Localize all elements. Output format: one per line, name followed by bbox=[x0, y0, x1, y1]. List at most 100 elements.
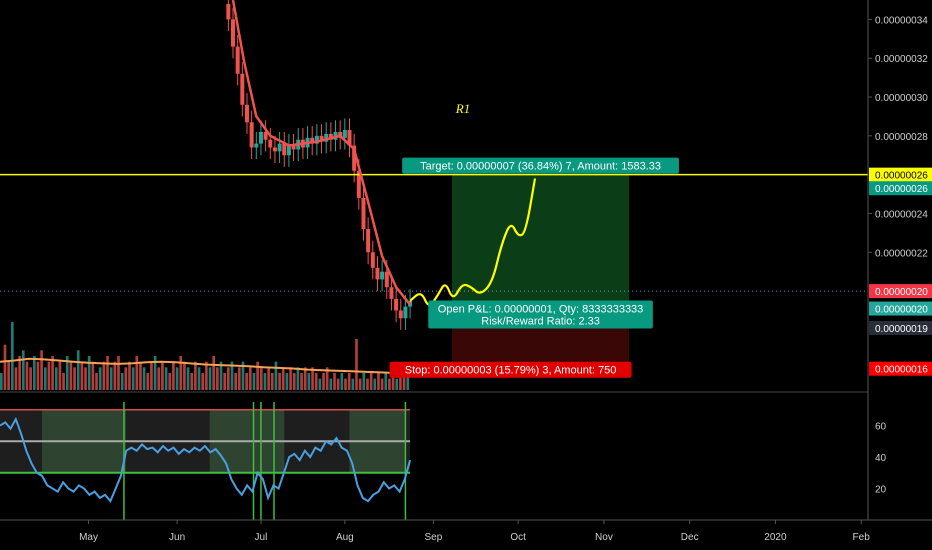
target-label-bg bbox=[402, 157, 679, 174]
volume-panel bbox=[0, 322, 411, 390]
volume-bar bbox=[388, 378, 391, 390]
volume-bar bbox=[333, 373, 336, 390]
candle-body bbox=[347, 130, 352, 146]
volume-bar bbox=[278, 373, 281, 390]
volume-bar bbox=[124, 367, 128, 390]
volume-bar bbox=[358, 378, 362, 390]
volume-bar bbox=[267, 367, 270, 390]
volume-bar bbox=[234, 373, 237, 390]
candle-body bbox=[314, 135, 319, 144]
candle-body bbox=[356, 170, 361, 198]
volume-bar bbox=[179, 356, 183, 390]
chart-lines bbox=[0, 0, 868, 306]
volume-bar bbox=[128, 361, 131, 390]
volume-bar bbox=[274, 361, 278, 390]
candle-body bbox=[342, 130, 347, 138]
candle-body bbox=[394, 298, 399, 311]
candle-body bbox=[254, 143, 259, 148]
volume-bar bbox=[120, 373, 124, 390]
volume-bar bbox=[406, 373, 410, 390]
volume-bar bbox=[186, 367, 190, 390]
volume-bar bbox=[157, 367, 161, 390]
volume-bar bbox=[14, 367, 18, 390]
volume-bar bbox=[40, 350, 43, 390]
volume-bar bbox=[76, 350, 80, 390]
volume-bar bbox=[18, 356, 21, 390]
volume-bar bbox=[142, 367, 146, 390]
price-tag-label: 0.00000026 bbox=[875, 171, 928, 182]
volume-bar bbox=[201, 373, 205, 390]
volume-bar bbox=[318, 378, 322, 390]
profit-zone bbox=[452, 174, 630, 311]
time-tick-label: Sep bbox=[424, 532, 442, 543]
volume-bar bbox=[54, 367, 58, 390]
candle-body bbox=[263, 131, 268, 140]
volume-bar bbox=[172, 361, 175, 390]
price-tag-label: 0.00000026 bbox=[875, 184, 928, 195]
volume-bar bbox=[102, 361, 106, 390]
volume-bar bbox=[300, 373, 303, 390]
volume-bar bbox=[175, 367, 179, 390]
candle-body bbox=[268, 139, 273, 148]
volume-bar bbox=[139, 361, 142, 390]
volume-bar bbox=[168, 373, 172, 390]
volume-bar bbox=[32, 356, 36, 390]
volume-bar bbox=[303, 367, 307, 390]
volume-bar bbox=[3, 344, 7, 390]
volume-bar bbox=[150, 361, 153, 390]
volume-bar bbox=[205, 361, 208, 390]
candle-body bbox=[361, 197, 366, 229]
price-tick-label: 0.00000030 bbox=[875, 93, 928, 104]
volume-bar bbox=[197, 367, 201, 390]
volume-bar bbox=[212, 356, 216, 390]
volume-bar bbox=[292, 373, 296, 390]
position-labels: Target: 0.00000007 (36.84%) 7, Amount: 1… bbox=[389, 157, 679, 378]
volume-bar bbox=[296, 367, 300, 390]
open-pl-label-text: Risk/Reward Ratio: 2.33 bbox=[481, 315, 600, 327]
volume-bar bbox=[402, 367, 406, 390]
price-tag bbox=[869, 181, 932, 196]
volume-bar bbox=[344, 378, 347, 390]
volume-bar bbox=[153, 356, 157, 390]
volume-bar bbox=[95, 373, 98, 390]
volume-bar bbox=[194, 361, 197, 390]
candle-body bbox=[226, 3, 231, 20]
volume-bar bbox=[190, 373, 194, 390]
time-tick-label: 2020 bbox=[764, 532, 787, 543]
volume-bar bbox=[384, 373, 388, 390]
candle-body bbox=[389, 287, 394, 299]
volume-bar bbox=[36, 361, 40, 390]
candle-body bbox=[249, 122, 254, 148]
oscillator-line bbox=[0, 416, 412, 503]
volume-bar bbox=[113, 361, 117, 390]
volume-bar bbox=[58, 361, 62, 390]
candle-body bbox=[240, 73, 245, 105]
candle-body bbox=[235, 46, 240, 74]
volume-bar bbox=[91, 361, 95, 390]
volume-bar bbox=[256, 361, 259, 390]
candle-body bbox=[384, 271, 389, 288]
price-tag bbox=[869, 301, 932, 316]
candle-body bbox=[319, 135, 324, 142]
volume-bar bbox=[329, 378, 333, 390]
candle-body bbox=[370, 252, 375, 268]
volume-bar bbox=[7, 361, 10, 390]
price-tick-label: 0.00000028 bbox=[875, 132, 928, 143]
volume-bar bbox=[230, 361, 234, 390]
volume-bar bbox=[391, 373, 395, 390]
volume-bar bbox=[248, 367, 252, 390]
open-pl-label-bg bbox=[428, 300, 653, 329]
volume-bar bbox=[340, 373, 344, 390]
candle-body bbox=[272, 147, 277, 152]
volume-bar bbox=[69, 361, 73, 390]
volume-bar bbox=[285, 373, 289, 390]
volume-bar bbox=[325, 367, 329, 390]
time-tick-label: Jul bbox=[255, 532, 268, 543]
price-tag bbox=[869, 284, 932, 299]
volume-bar bbox=[366, 378, 369, 390]
volume-bar bbox=[289, 367, 292, 390]
candle-body bbox=[282, 143, 287, 156]
volume-bar bbox=[164, 367, 168, 390]
volume-bar bbox=[241, 361, 245, 390]
